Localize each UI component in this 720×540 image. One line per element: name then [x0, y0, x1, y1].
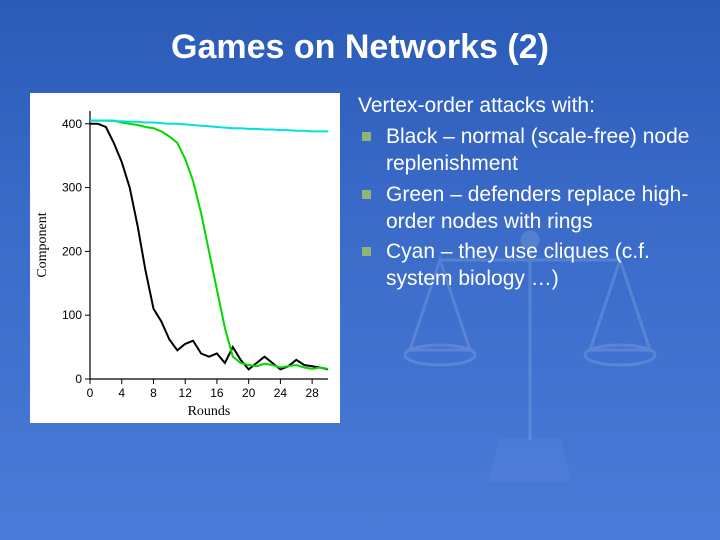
svg-text:4: 4 [118, 386, 125, 400]
slide-title: Games on Networks (2) [0, 0, 720, 83]
svg-text:200: 200 [62, 244, 82, 258]
svg-text:Component: Component [35, 212, 50, 277]
svg-text:Rounds: Rounds [188, 404, 231, 419]
svg-text:300: 300 [62, 181, 82, 195]
chart-panel: 0 100 200 300 400 0 4 8 12 16 20 24 28 Rounds Componen… [30, 93, 340, 423]
bullet-list: Black – normal (scale-free) node repleni… [358, 124, 690, 293]
svg-text:16: 16 [210, 386, 224, 400]
list-heading: Vertex-order attacks with: [358, 93, 690, 120]
svg-text:100: 100 [62, 308, 82, 322]
content-row: 0 100 200 300 400 0 4 8 12 16 20 24 28 Rounds Componen… [0, 83, 720, 423]
bullet-marker-icon [362, 190, 371, 199]
list-item-text: Cyan – they use cliques (c.f. system bio… [386, 240, 650, 290]
svg-text:20: 20 [242, 386, 256, 400]
list-item: Black – normal (scale-free) node repleni… [386, 124, 690, 178]
svg-text:24: 24 [274, 386, 288, 400]
list-item-text: Black – normal (scale-free) node repleni… [386, 125, 689, 175]
svg-text:0: 0 [87, 386, 94, 400]
list-item-text: Green – defenders replace high-order nod… [386, 183, 688, 233]
line-chart: 0 100 200 300 400 0 4 8 12 16 20 24 28 Rounds Componen… [30, 93, 340, 423]
list-item: Cyan – they use cliques (c.f. system bio… [386, 239, 690, 293]
svg-text:400: 400 [62, 117, 82, 131]
svg-text:0: 0 [75, 372, 82, 386]
bullet-marker-icon [362, 247, 371, 256]
svg-text:28: 28 [305, 386, 319, 400]
svg-text:8: 8 [150, 386, 157, 400]
text-panel: Vertex-order attacks with: Black – norma… [358, 93, 690, 423]
bullet-marker-icon [362, 132, 371, 141]
list-item: Green – defenders replace high-order nod… [386, 182, 690, 236]
svg-text:12: 12 [179, 386, 193, 400]
